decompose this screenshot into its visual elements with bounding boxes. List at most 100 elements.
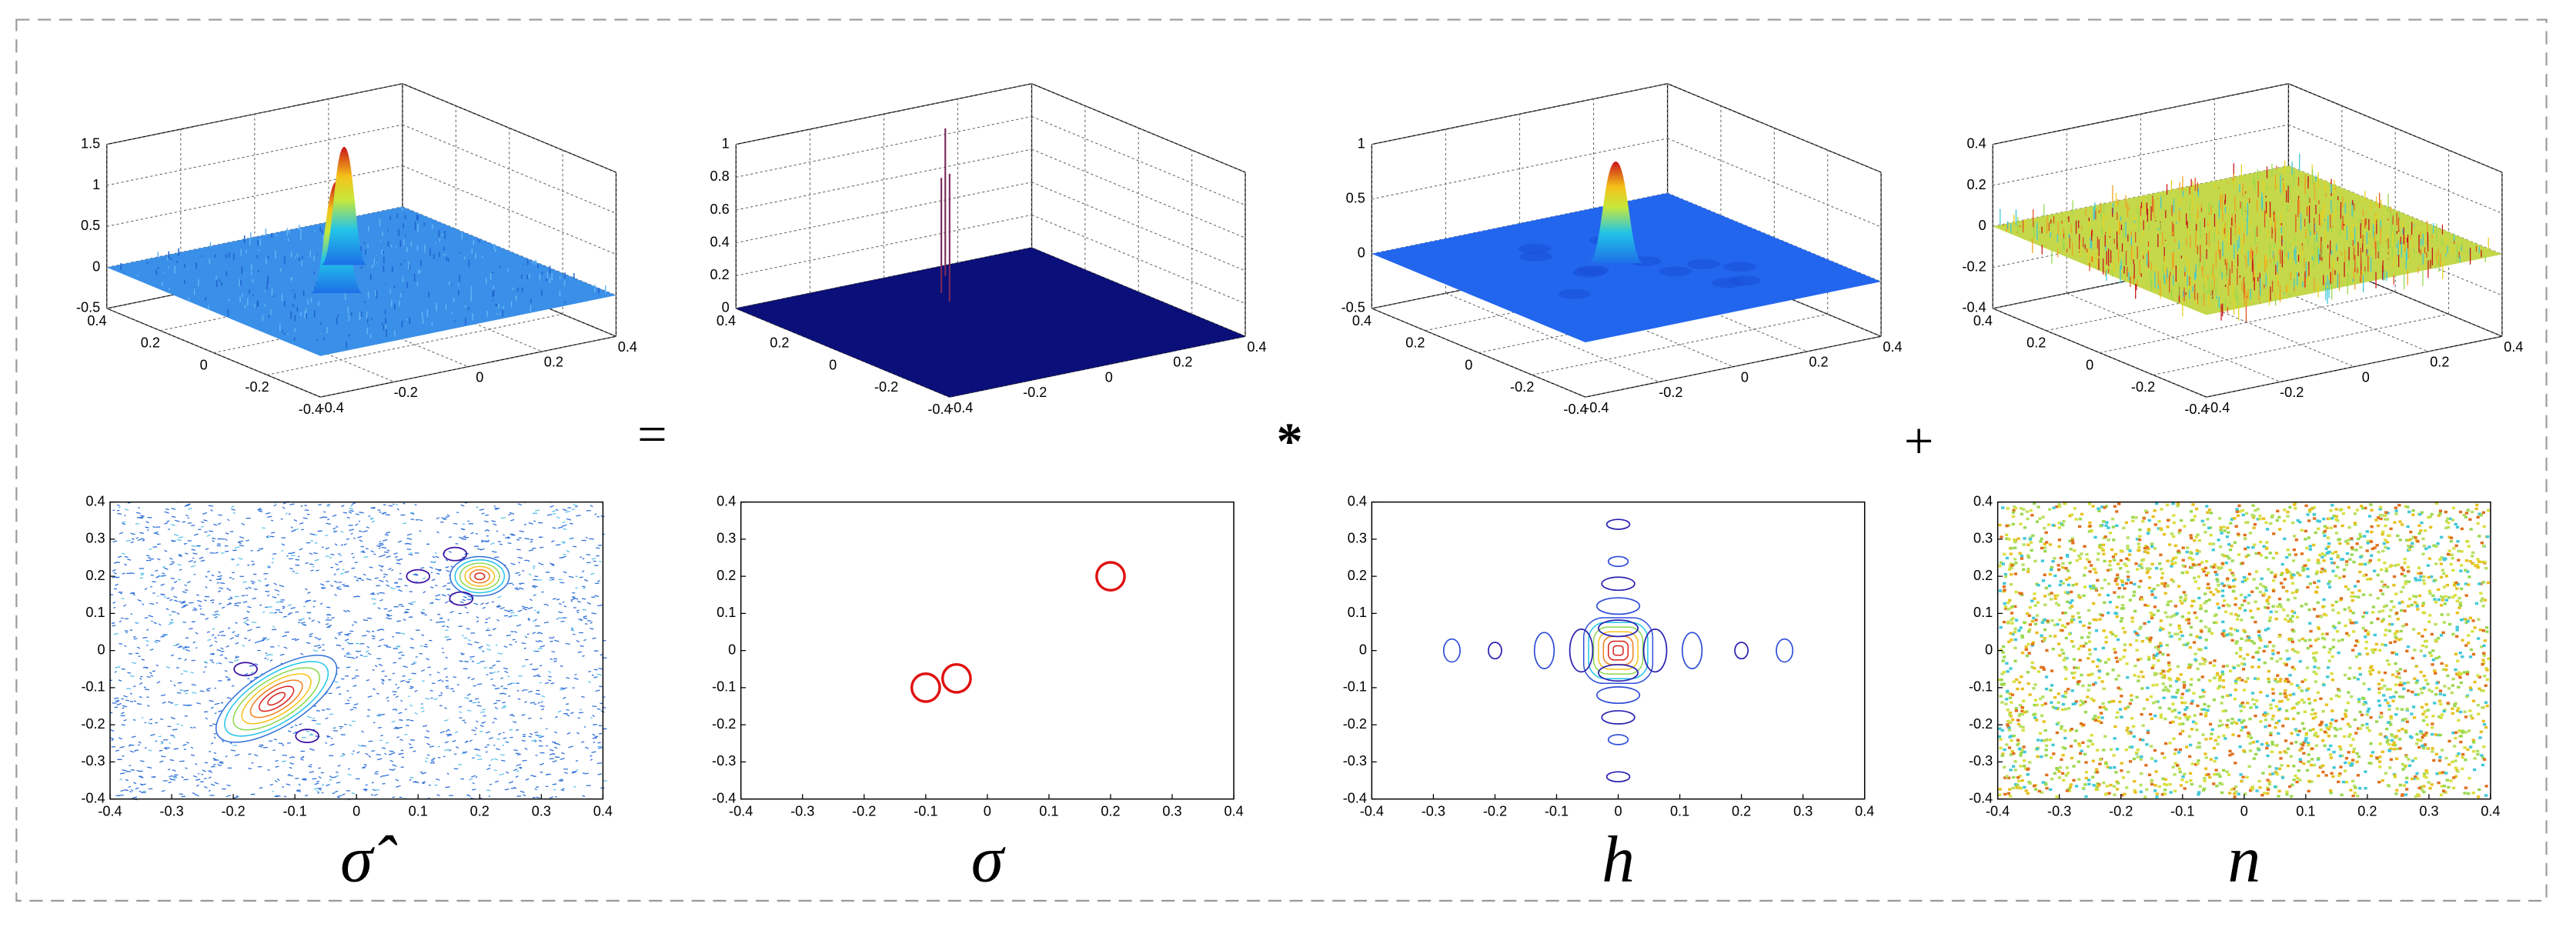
contour-texture [2100, 680, 2104, 683]
contour-texture [2461, 655, 2464, 659]
contour-texture [182, 743, 187, 746]
contour-texture [429, 689, 433, 692]
contour-texture [2153, 547, 2157, 550]
grid-line [736, 214, 1032, 276]
contour-texture [531, 739, 536, 742]
contour-texture [225, 675, 229, 679]
contour-texture [309, 748, 315, 751]
contour-texture [2002, 585, 2006, 589]
contour-texture [2195, 552, 2199, 555]
contour-texture [400, 699, 403, 702]
contour-texture [551, 636, 555, 639]
contour-texture [393, 662, 397, 664]
contour-texture [2020, 675, 2023, 679]
contour-texture [175, 519, 180, 522]
x-tick-label: 0.2 [1732, 804, 1751, 819]
contour-texture [448, 749, 452, 752]
contour-texture [387, 609, 393, 612]
contour-texture [2202, 690, 2206, 693]
contour-texture [2364, 629, 2367, 632]
contour-texture [593, 669, 598, 671]
contour-texture [129, 790, 132, 793]
contour-texture [2230, 572, 2234, 575]
contour-texture [552, 527, 556, 529]
contour-texture [2020, 512, 2024, 515]
contour-texture [129, 629, 133, 631]
contour-texture [243, 621, 247, 624]
contour-texture [2159, 626, 2163, 629]
contour-texture [2003, 572, 2007, 576]
contour-texture [2187, 612, 2191, 615]
contour-line [232, 667, 320, 731]
contour-texture [517, 503, 523, 506]
contour-texture [165, 608, 169, 611]
contour-texture [2113, 591, 2117, 594]
contour-texture [533, 565, 536, 568]
contour-texture [2200, 519, 2204, 523]
contour-texture [160, 635, 165, 638]
contour-texture [2071, 542, 2075, 545]
contour-texture [191, 549, 195, 551]
contour-texture [190, 565, 195, 568]
contour-texture [2340, 754, 2344, 758]
contour-texture [219, 630, 225, 633]
contour-texture [2219, 525, 2223, 529]
grid-line [402, 165, 616, 255]
contour-line [454, 559, 506, 594]
contour-texture [230, 749, 236, 752]
contour-texture [597, 742, 601, 744]
contour-texture [545, 773, 549, 775]
contour-texture [583, 579, 589, 582]
contour-texture [2414, 536, 2417, 539]
contour-texture [592, 733, 596, 736]
contour-texture [576, 514, 581, 517]
contour-texture [2322, 645, 2326, 649]
contour-texture [497, 595, 502, 599]
contour-texture [2146, 604, 2150, 608]
x-tick-label: -0.4 [729, 804, 753, 819]
y-tick-label: 0.2 [2026, 335, 2046, 351]
contour-texture [2139, 579, 2143, 583]
contour-texture [466, 709, 472, 712]
contour-texture [254, 754, 259, 757]
contour-texture [136, 769, 139, 772]
contour-line [1612, 645, 1624, 656]
contour-texture [398, 712, 403, 715]
contour-texture [2251, 516, 2256, 519]
contour-texture [2474, 602, 2479, 605]
contour-texture [275, 765, 279, 768]
contour-texture [566, 677, 570, 679]
contour-texture [583, 617, 588, 620]
x-tick-label: -0.3 [159, 804, 183, 819]
contour-texture [173, 776, 178, 779]
y-tick-label: -0.1 [1343, 679, 1367, 695]
contour-texture [2217, 567, 2221, 570]
contour-texture [2467, 575, 2471, 579]
contour-texture [367, 652, 372, 655]
contour-texture [424, 760, 428, 763]
contour-texture [173, 580, 178, 584]
contour-texture [390, 752, 396, 755]
contour-texture [556, 742, 561, 745]
contour-texture [122, 572, 125, 575]
contour-texture [234, 753, 240, 757]
contour-texture [2328, 753, 2333, 756]
contour-texture [2482, 644, 2486, 648]
contour-texture [2449, 562, 2453, 566]
contour-texture [2006, 709, 2010, 712]
contour-texture [393, 552, 398, 555]
contour-texture [166, 520, 170, 522]
contour-texture [392, 635, 395, 638]
contour-texture [2477, 582, 2481, 585]
contour-texture [163, 747, 168, 750]
contour-texture [2167, 669, 2170, 673]
contour-texture [2106, 765, 2110, 769]
contour-texture [281, 543, 286, 546]
contour-texture [476, 683, 483, 685]
contour-texture [522, 759, 527, 762]
contour-texture [2439, 634, 2444, 637]
contour-texture [2159, 644, 2163, 648]
contour-texture [452, 739, 456, 742]
contour-texture [2178, 732, 2182, 735]
y-tick-label: 0.1 [717, 605, 736, 620]
